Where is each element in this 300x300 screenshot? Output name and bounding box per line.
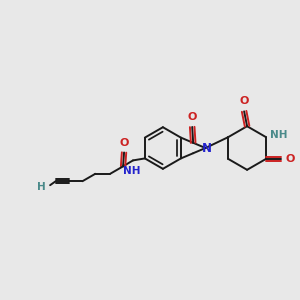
- Text: O: O: [239, 96, 249, 106]
- Text: NH: NH: [270, 130, 287, 140]
- Text: NH: NH: [123, 166, 141, 176]
- Text: O: O: [286, 154, 295, 164]
- Text: O: O: [119, 137, 129, 148]
- Text: N: N: [202, 142, 212, 154]
- Text: O: O: [188, 112, 197, 122]
- Text: H: H: [38, 182, 46, 192]
